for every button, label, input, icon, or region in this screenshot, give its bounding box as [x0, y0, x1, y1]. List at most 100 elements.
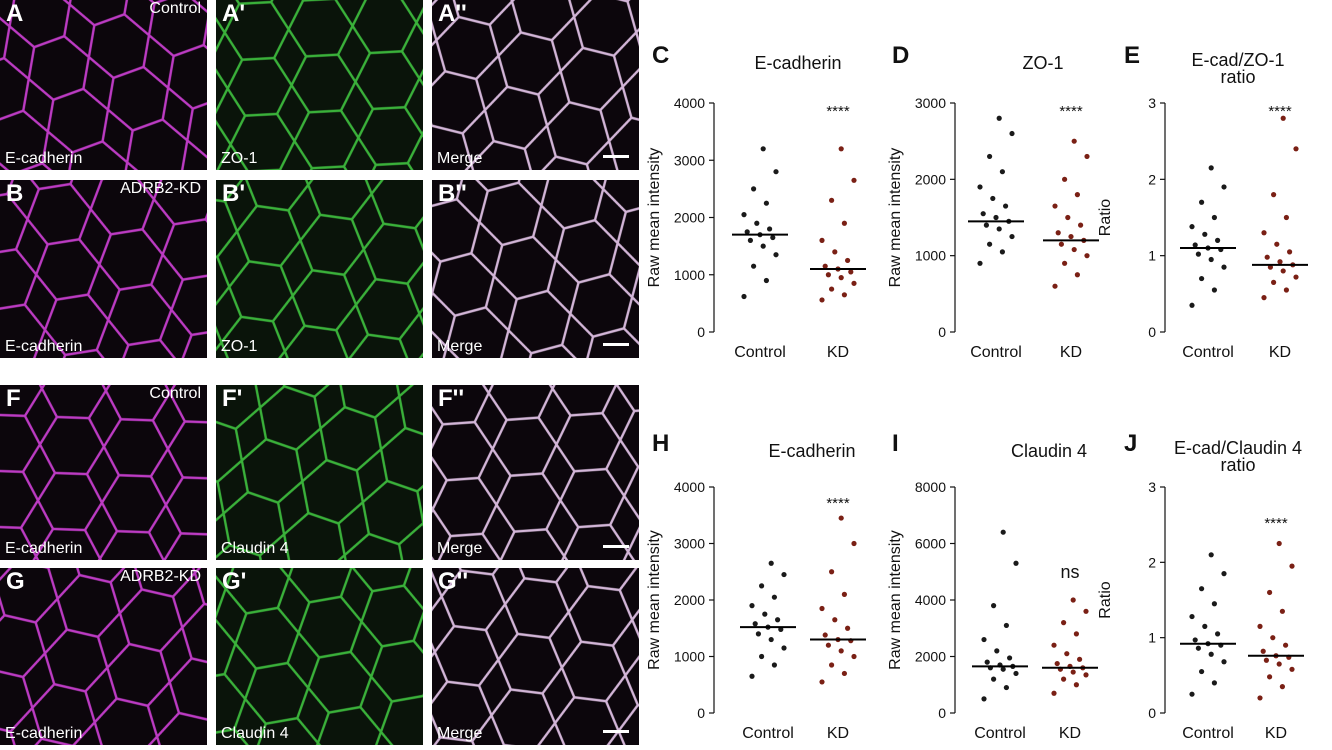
- stain-label: Merge: [437, 338, 483, 355]
- data-point: [1263, 657, 1269, 663]
- data-point: [981, 696, 987, 702]
- data-point: [1195, 645, 1201, 651]
- x-tick-label: KD: [1265, 725, 1287, 742]
- data-point: [1058, 241, 1064, 247]
- data-point: [977, 184, 983, 190]
- data-point: [991, 603, 997, 609]
- data-point: [1289, 666, 1295, 672]
- stain-label: Claudin 4: [221, 540, 289, 557]
- data-point: [991, 676, 997, 682]
- micrograph: G' Claudin 4: [216, 568, 423, 745]
- micrograph: A Control E-cadherin: [0, 0, 207, 170]
- data-point: [1211, 287, 1217, 293]
- data-point: [1199, 199, 1205, 205]
- data-point: [1062, 260, 1068, 266]
- data-point: [1208, 256, 1214, 263]
- y-tick-label: 3000: [915, 95, 946, 111]
- micrograph: G ADRB2-KD E-cadherin: [0, 568, 207, 745]
- data-point: [1003, 684, 1010, 691]
- data-point: [754, 220, 760, 226]
- data-point: [822, 263, 828, 269]
- data-point: [1009, 233, 1015, 240]
- x-tick-label: Control: [974, 725, 1026, 742]
- data-point: [749, 673, 755, 679]
- data-point: [1260, 648, 1266, 654]
- data-point: [1199, 586, 1205, 592]
- data-point: [1271, 279, 1277, 285]
- data-point: [1211, 214, 1217, 221]
- data-point: [841, 670, 848, 677]
- data-point: [838, 275, 844, 281]
- data-point: [1052, 203, 1058, 209]
- data-point: [775, 617, 781, 623]
- data-point: [1192, 242, 1198, 248]
- stain-label: Merge: [437, 540, 483, 557]
- data-point: [1271, 192, 1277, 198]
- stain-label: E-cadherin: [5, 725, 83, 742]
- cell-pattern: [216, 385, 423, 560]
- scale-bar: [603, 545, 629, 548]
- data-point: [1189, 613, 1195, 620]
- condition-label: Control: [149, 0, 201, 17]
- micrograph: B'' Merge: [432, 180, 639, 358]
- panel-letter: D: [892, 42, 909, 69]
- data-point: [829, 569, 835, 575]
- data-point: [771, 662, 778, 668]
- y-tick-label: 2: [1148, 554, 1156, 570]
- y-tick-label: 1: [1148, 630, 1156, 646]
- data-point: [829, 662, 835, 668]
- cell-pattern: [0, 385, 207, 560]
- stain-label: Merge: [437, 725, 483, 742]
- data-point: [851, 540, 857, 547]
- y-tick-label: 3000: [674, 536, 705, 552]
- x-tick-label: KD: [1060, 344, 1082, 361]
- data-point: [1000, 529, 1006, 535]
- data-point: [763, 277, 770, 284]
- data-point: [1071, 138, 1077, 144]
- data-point: [987, 241, 993, 247]
- data-point: [1276, 661, 1282, 667]
- data-point: [1267, 589, 1273, 596]
- data-point: [1208, 552, 1214, 558]
- data-point: [1083, 672, 1089, 678]
- data-point: [819, 679, 825, 685]
- data-point: [1283, 214, 1289, 221]
- data-point: [832, 617, 838, 623]
- stain-label: ZO-1: [221, 150, 258, 167]
- data-point: [829, 286, 835, 292]
- cell-pattern: [432, 180, 639, 358]
- panel-label: B': [222, 180, 246, 207]
- panel-label: G: [6, 568, 25, 595]
- micrograph: B' ZO-1: [216, 180, 423, 358]
- data-point: [841, 220, 848, 226]
- y-tick-label: 2000: [674, 592, 705, 608]
- data-point: [760, 146, 766, 152]
- data-point: [773, 252, 779, 258]
- y-tick-label: 3: [1148, 95, 1156, 111]
- data-point: [1070, 597, 1076, 603]
- data-point: [1208, 651, 1214, 657]
- data-point: [1013, 560, 1019, 566]
- cell-pattern: [216, 568, 423, 745]
- panel-label: B: [6, 180, 24, 207]
- data-point: [825, 272, 832, 278]
- data-point: [851, 653, 857, 660]
- data-point: [1071, 246, 1077, 253]
- y-tick-label: 1: [1148, 248, 1156, 264]
- data-point: [1074, 192, 1080, 198]
- micrograph: F' Claudin 4: [216, 385, 423, 560]
- y-axis-label: Raw mean intensity: [887, 148, 904, 288]
- data-point: [1202, 623, 1208, 629]
- scale-bar: [603, 155, 629, 158]
- data-point: [1221, 659, 1227, 665]
- panel-letter: E: [1124, 42, 1140, 69]
- data-point: [1084, 153, 1090, 160]
- data-point: [987, 153, 993, 160]
- data-point: [977, 260, 983, 266]
- panel-label: G': [222, 568, 247, 595]
- data-point: [751, 186, 757, 192]
- data-point: [741, 293, 747, 300]
- panel-label: A: [6, 0, 24, 27]
